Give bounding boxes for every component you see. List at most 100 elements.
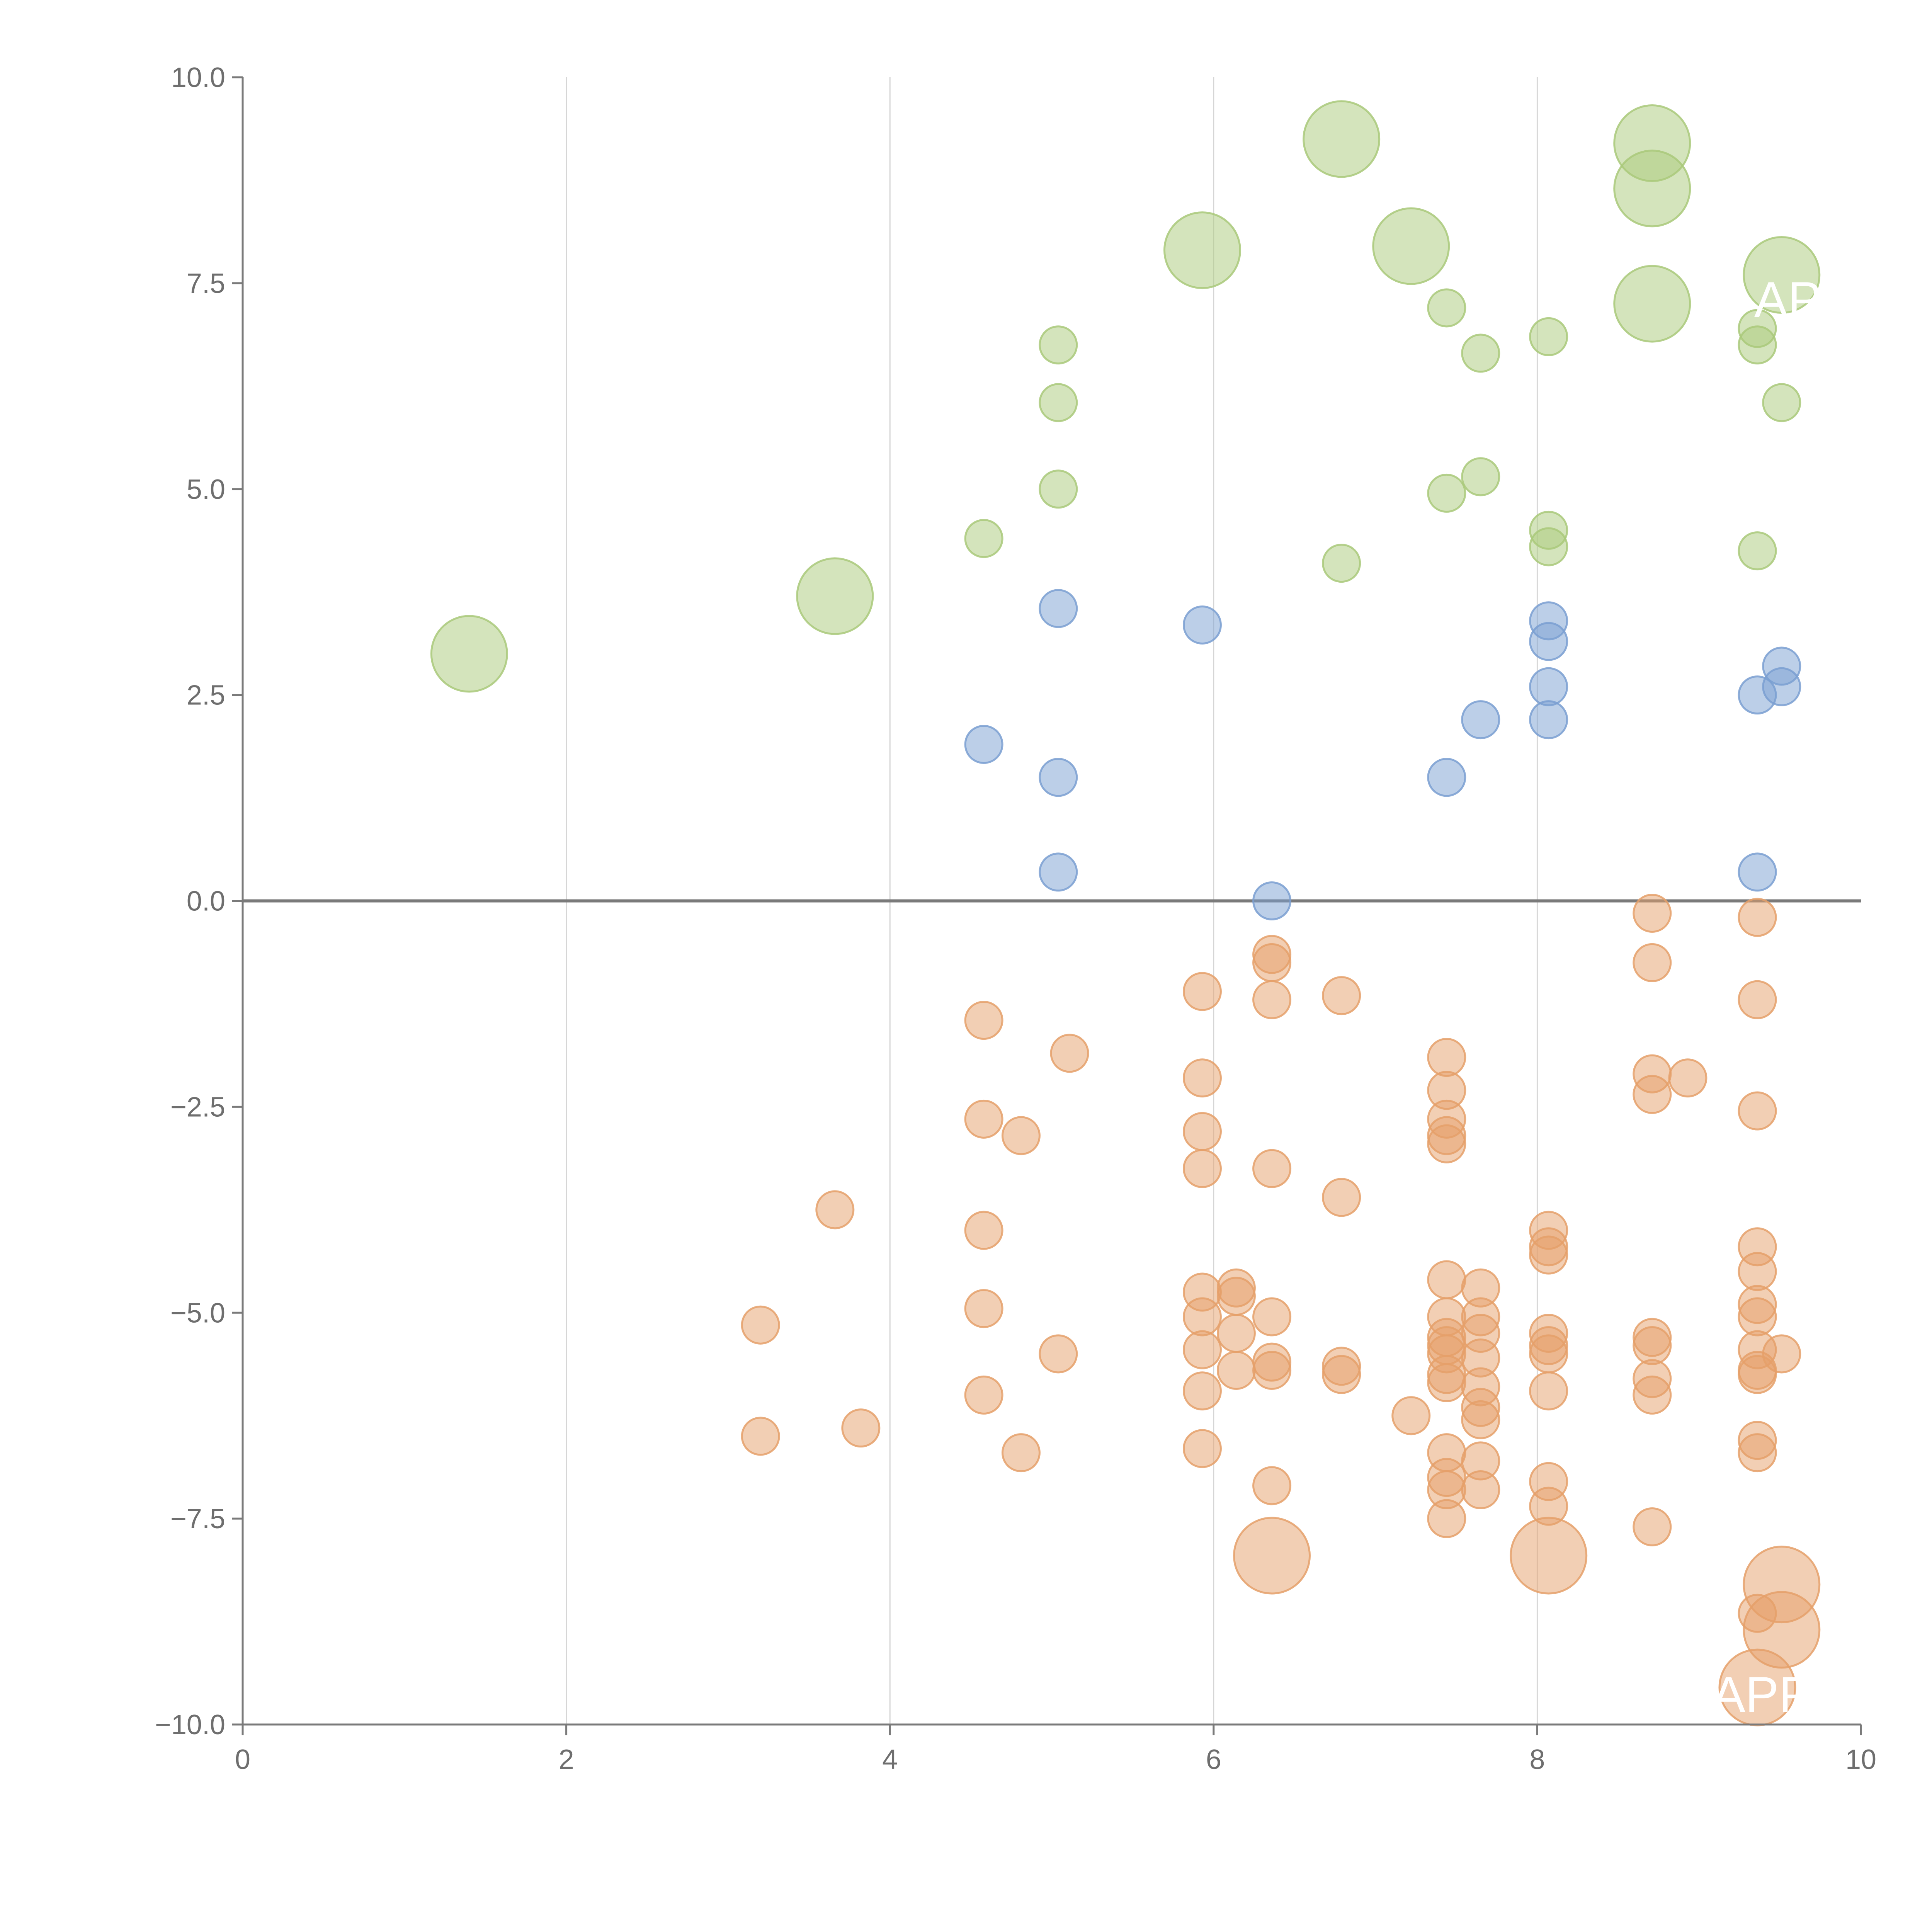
bubble-orange (815, 1190, 855, 1230)
x-tick-label: 8 (1529, 1744, 1545, 1775)
y-tick-label: 10.0 (171, 62, 225, 93)
bubble-orange (1762, 1334, 1801, 1374)
bubble-orange (1461, 1400, 1500, 1439)
bubble-orange (1322, 1178, 1361, 1217)
bubble-orange (1529, 1371, 1568, 1411)
bubble-green (1039, 383, 1078, 422)
bubble-orange (964, 1375, 1003, 1415)
bubble-blue (1039, 589, 1078, 628)
bubble-orange (1182, 1297, 1222, 1337)
bubble-orange (1252, 1297, 1292, 1337)
bubble-blue (1461, 700, 1500, 740)
y-tick-label: 5.0 (187, 474, 225, 505)
bubble-orange (1050, 1034, 1089, 1073)
bubble-orange (1668, 1058, 1708, 1098)
y-tick-label: 2.5 (187, 680, 225, 711)
bubble-blue (1252, 881, 1292, 920)
bubble-blue (1529, 700, 1568, 740)
x-tick-label: 2 (559, 1744, 574, 1775)
y-tick-label: 0.0 (187, 886, 225, 917)
bubble-orange (1182, 1149, 1222, 1188)
bubble-orange (1252, 1149, 1292, 1188)
bubble-orange (1633, 943, 1672, 982)
bubble-blue (1529, 622, 1568, 661)
bubble-orange (1738, 1297, 1777, 1337)
bubble-orange (1182, 1058, 1222, 1098)
bubble-green (1427, 288, 1466, 328)
bubble-blue (1039, 852, 1078, 892)
bubble-orange (1427, 1037, 1466, 1077)
bubble-green (1613, 265, 1691, 343)
bubble-orange (1001, 1116, 1041, 1155)
bubble-orange (1182, 972, 1222, 1011)
bubble-orange (1233, 1517, 1311, 1595)
bubble-orange (1182, 1371, 1222, 1411)
x-tick-label: 10 (1845, 1744, 1876, 1775)
y-tick-label: −5.0 (170, 1298, 225, 1328)
bubble-orange (1738, 1091, 1777, 1131)
bubble-green (1322, 544, 1361, 583)
bubble-orange (1738, 1594, 1777, 1633)
bubble-orange (1182, 1112, 1222, 1151)
y-tick-label: −10.0 (155, 1709, 225, 1740)
bubble-green (964, 519, 1003, 558)
bubbles (430, 100, 1821, 1726)
bubble-orange (964, 1001, 1003, 1040)
bubble-blue (1039, 758, 1078, 797)
bubble-blue (964, 725, 1003, 764)
bubble-orange (1252, 943, 1292, 982)
bubble-orange (1738, 898, 1777, 937)
bubble-orange (1216, 1350, 1256, 1390)
bubble-orange (964, 1211, 1003, 1250)
bubble-orange (741, 1417, 780, 1456)
bubble-orange (1252, 980, 1292, 1019)
bubble-orange (1529, 1235, 1568, 1275)
bubble-green (796, 557, 874, 635)
bubble-orange (1322, 1355, 1361, 1394)
bubble-green (1529, 317, 1568, 356)
x-tick-label: 4 (882, 1744, 898, 1775)
bubble-annotation-app: APP (1712, 1666, 1812, 1723)
bubble-orange (741, 1305, 780, 1345)
y-tick-label: −2.5 (170, 1092, 225, 1122)
bubble-green (1303, 100, 1381, 178)
bubble-orange (1738, 980, 1777, 1019)
bubble-blue (1529, 667, 1568, 706)
bubble-orange (1529, 1486, 1568, 1526)
bubble-orange (1252, 1350, 1292, 1390)
bubble-orange (1427, 1260, 1466, 1299)
bubble-orange (1216, 1314, 1256, 1353)
bubble-green (1461, 333, 1500, 373)
bubble-orange (1322, 976, 1361, 1015)
bubble-blue (1427, 758, 1466, 797)
bubble-orange (1427, 1499, 1466, 1538)
bubble-orange (1633, 1075, 1672, 1114)
bubble-orange (1039, 1334, 1078, 1374)
ticks: 0 2 4 6 8 10 10.0 7.5 5.0 2.5 0.0 −2.5 −5.0 −7.5 −10.0 (155, 62, 1876, 1775)
bubble-orange (1738, 1252, 1777, 1291)
bubble-orange (1633, 1507, 1672, 1546)
bubble-orange (1529, 1334, 1568, 1374)
bubble-orange (1252, 1466, 1292, 1505)
bubble-green (1738, 531, 1777, 571)
x-tick-label: 6 (1206, 1744, 1221, 1775)
bubble-orange (1633, 893, 1672, 933)
bubble-orange (1182, 1429, 1222, 1468)
x-tick-label: 0 (235, 1744, 250, 1775)
bubble-annotation-ap: AP (1754, 271, 1821, 328)
bubble-blue (1762, 667, 1801, 706)
bubble-green (1461, 457, 1500, 497)
bubble-orange (1182, 1330, 1222, 1369)
y-tick-label: 7.5 (187, 268, 225, 299)
bubble-orange (1001, 1433, 1041, 1473)
bubble-orange (964, 1099, 1003, 1139)
bubble-green (1743, 236, 1821, 314)
bubble-orange (841, 1408, 881, 1448)
bubble-blue (1182, 605, 1222, 645)
bubble-orange (1633, 1326, 1672, 1366)
bubble-green (1613, 150, 1691, 228)
bubble-orange (1427, 1363, 1466, 1402)
bubble-green (1039, 469, 1078, 509)
bubble-green (1762, 383, 1801, 422)
bubble-green (1039, 325, 1078, 365)
